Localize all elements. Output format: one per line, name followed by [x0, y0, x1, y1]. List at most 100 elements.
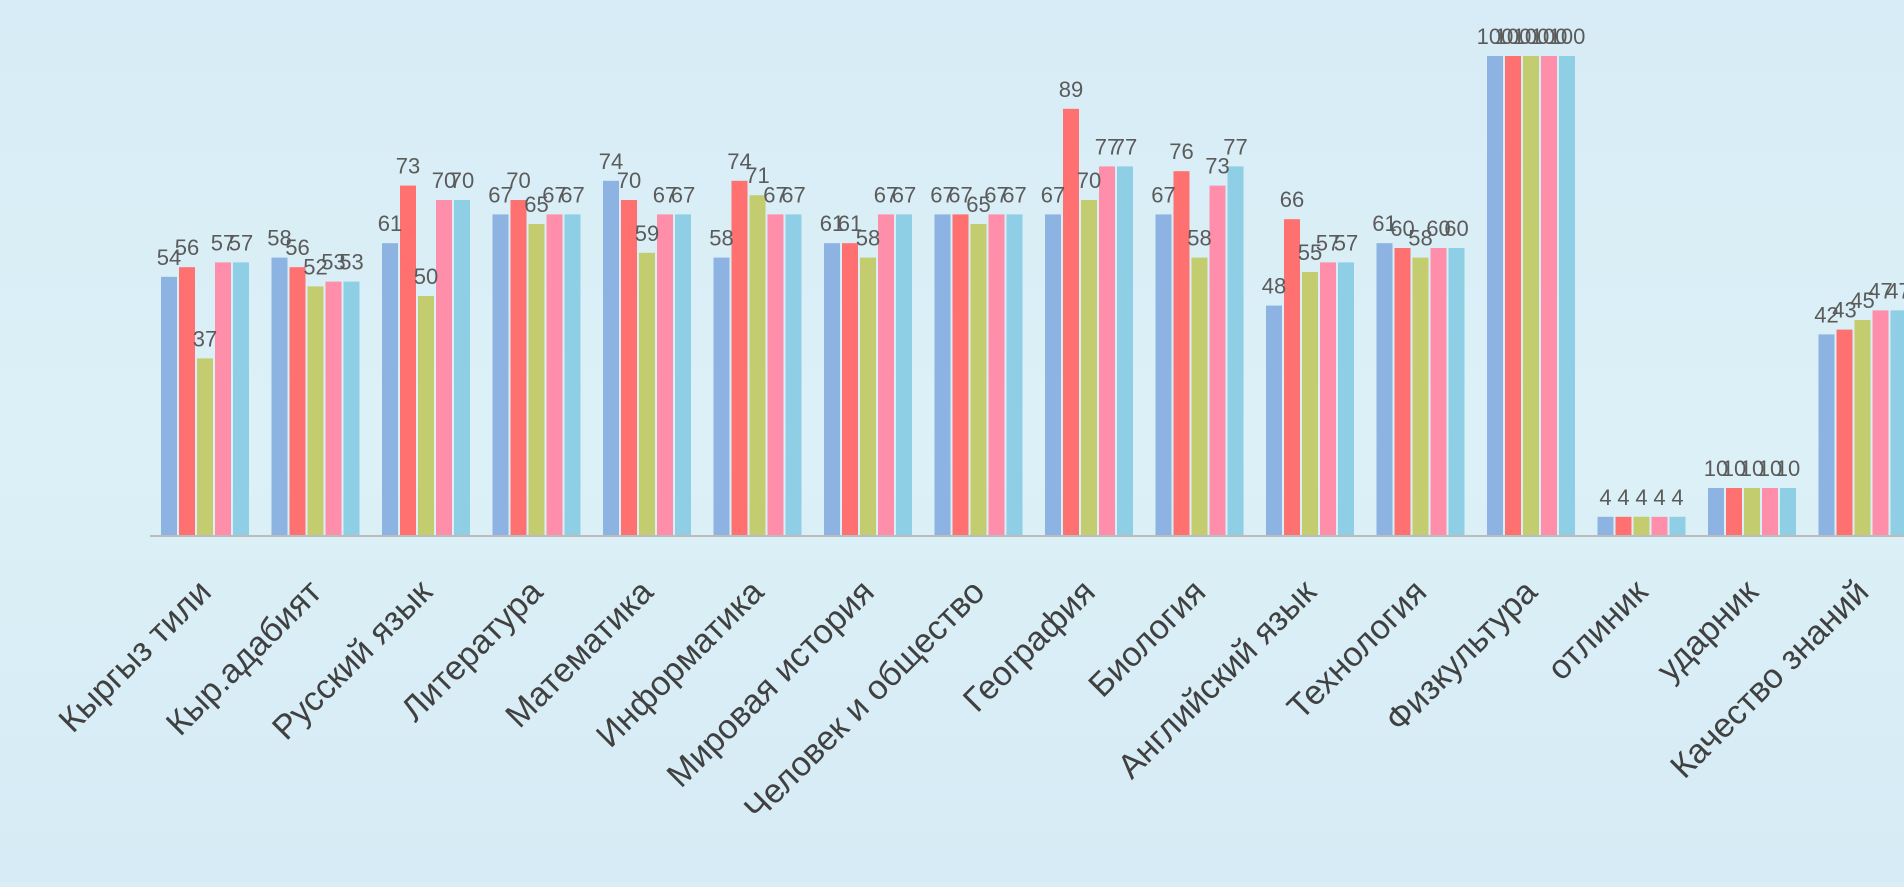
- category-label-15: ударник: [1650, 572, 1767, 689]
- bar-1-series-1: [161, 277, 177, 536]
- bar-3-series-2: [400, 186, 416, 536]
- bar-14-series-1: [1598, 517, 1614, 536]
- category-label-14: отлиник: [1540, 572, 1656, 688]
- bar-6-series-4: [768, 214, 784, 536]
- data-label-2-series-5: 53: [339, 250, 363, 275]
- bar-13-series-1: [1487, 56, 1503, 536]
- data-label-4-series-5: 67: [560, 182, 584, 207]
- data-label-16-series-5: 47: [1886, 278, 1904, 303]
- bar-13-series-3: [1523, 56, 1539, 536]
- bar-6-series-2: [732, 181, 748, 536]
- data-label-7-series-5: 67: [892, 182, 916, 207]
- bar-15-series-5: [1780, 488, 1796, 536]
- data-label-10-series-2: 76: [1169, 139, 1193, 164]
- bar-4-series-2: [511, 200, 527, 536]
- bar-11-series-1: [1266, 306, 1282, 536]
- bar-12-series-3: [1413, 258, 1429, 536]
- bars-layer: [161, 56, 1904, 536]
- bar-1-series-5: [233, 262, 249, 536]
- bar-12-series-5: [1449, 248, 1465, 536]
- bar-5-series-5: [675, 214, 691, 536]
- data-label-5-series-2: 70: [617, 168, 641, 193]
- data-label-11-series-1: 48: [1262, 274, 1286, 299]
- bar-7-series-3: [860, 258, 876, 536]
- data-label-15-series-5: 10: [1776, 456, 1800, 481]
- bar-15-series-4: [1762, 488, 1778, 536]
- data-label-5-series-3: 59: [635, 221, 659, 246]
- bar-4-series-5: [565, 214, 581, 536]
- data-label-9-series-5: 77: [1113, 134, 1137, 159]
- bar-12-series-4: [1431, 248, 1447, 536]
- category-label-11: Английский язык: [1110, 572, 1324, 786]
- bar-13-series-4: [1541, 56, 1557, 536]
- data-label-10-series-5: 77: [1223, 134, 1247, 159]
- bar-3-series-1: [382, 243, 398, 536]
- data-label-1-series-2: 56: [175, 235, 199, 260]
- data-label-10-series-3: 58: [1187, 226, 1211, 251]
- bar-5-series-4: [657, 214, 673, 536]
- data-label-5-series-5: 67: [671, 182, 695, 207]
- bar-8-series-2: [953, 214, 969, 536]
- bar-10-series-3: [1192, 258, 1208, 536]
- data-label-6-series-5: 67: [781, 182, 805, 207]
- data-label-3-series-3: 50: [414, 264, 438, 289]
- bar-16-series-1: [1819, 334, 1835, 536]
- bar-9-series-4: [1099, 166, 1115, 536]
- data-label-14-series-1: 4: [1599, 485, 1611, 510]
- bar-16-series-2: [1837, 330, 1853, 536]
- bar-2-series-5: [344, 282, 360, 536]
- bar-15-series-1: [1708, 488, 1724, 536]
- bar-12-series-2: [1395, 248, 1411, 536]
- bar-10-series-5: [1228, 166, 1244, 536]
- bar-1-series-3: [197, 358, 213, 536]
- bar-14-series-5: [1670, 517, 1686, 536]
- data-label-1-series-3: 37: [193, 326, 217, 351]
- bar-4-series-1: [493, 214, 509, 536]
- data-label-13-series-5: 100: [1549, 24, 1586, 49]
- data-label-14-series-5: 4: [1671, 485, 1683, 510]
- bar-9-series-3: [1081, 200, 1097, 536]
- bar-3-series-4: [436, 200, 452, 536]
- bar-6-series-3: [750, 195, 766, 536]
- data-label-3-series-1: 61: [378, 211, 402, 236]
- bar-6-series-5: [786, 214, 802, 536]
- data-label-11-series-2: 66: [1280, 187, 1304, 212]
- bar-8-series-5: [1007, 214, 1023, 536]
- data-label-1-series-5: 57: [229, 230, 253, 255]
- bar-5-series-3: [639, 253, 655, 536]
- bar-2-series-2: [290, 267, 306, 536]
- bar-11-series-4: [1320, 262, 1336, 536]
- bar-15-series-2: [1726, 488, 1742, 536]
- bar-5-series-1: [603, 181, 619, 536]
- bar-1-series-2: [179, 267, 195, 536]
- bar-14-series-2: [1616, 517, 1632, 536]
- bar-11-series-2: [1284, 219, 1300, 536]
- bar-3-series-3: [418, 296, 434, 536]
- bar-2-series-4: [326, 282, 342, 536]
- bar-1-series-4: [215, 262, 231, 536]
- bar-8-series-1: [935, 214, 951, 536]
- bar-16-series-5: [1891, 310, 1904, 536]
- data-label-4-series-2: 70: [506, 168, 530, 193]
- data-label-14-series-3: 4: [1635, 485, 1647, 510]
- bar-8-series-4: [989, 214, 1005, 536]
- data-label-9-series-1: 67: [1041, 182, 1065, 207]
- bar-11-series-5: [1338, 262, 1354, 536]
- bar-15-series-3: [1744, 488, 1760, 536]
- data-label-3-series-2: 73: [396, 154, 420, 179]
- bar-13-series-5: [1559, 56, 1575, 536]
- bar-8-series-3: [971, 224, 987, 536]
- bar-3-series-5: [454, 200, 470, 536]
- bar-9-series-5: [1117, 166, 1133, 536]
- bar-14-series-3: [1634, 517, 1650, 536]
- bar-7-series-4: [878, 214, 894, 536]
- bar-10-series-4: [1210, 186, 1226, 536]
- bar-16-series-4: [1873, 310, 1889, 536]
- bar-5-series-2: [621, 200, 637, 536]
- bar-6-series-1: [714, 258, 730, 536]
- bar-10-series-1: [1156, 214, 1172, 536]
- category-label-16: Качество знаний: [1663, 573, 1876, 786]
